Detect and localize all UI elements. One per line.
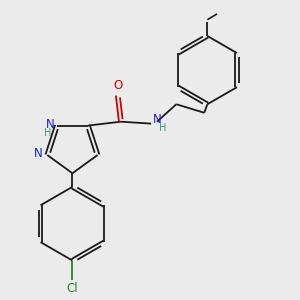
Text: Cl: Cl <box>67 282 78 295</box>
Text: H: H <box>159 123 166 133</box>
Text: N: N <box>153 113 162 126</box>
Text: O: O <box>113 79 122 92</box>
Text: H: H <box>44 128 51 137</box>
Text: N: N <box>34 147 43 160</box>
Text: N: N <box>46 118 55 131</box>
